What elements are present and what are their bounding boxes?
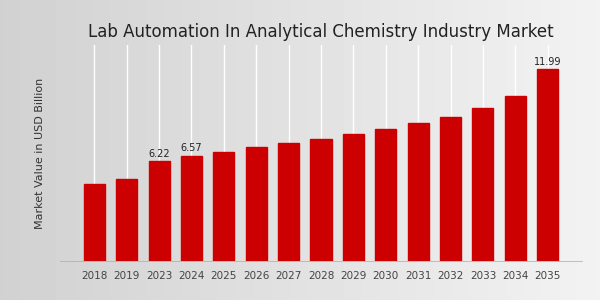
Title: Lab Automation In Analytical Chemistry Industry Market: Lab Automation In Analytical Chemistry I… [88, 23, 554, 41]
Bar [213, 152, 235, 261]
Bar [407, 123, 429, 261]
Bar [116, 179, 137, 261]
Bar [245, 147, 267, 261]
Bar [343, 134, 364, 261]
Bar [149, 161, 170, 261]
Bar [440, 117, 461, 261]
Bar [472, 108, 493, 261]
Bar [375, 129, 397, 261]
Y-axis label: Market Value in USD Billion: Market Value in USD Billion [35, 77, 45, 229]
Bar [310, 139, 332, 261]
Text: 6.57: 6.57 [181, 143, 202, 154]
Text: 11.99: 11.99 [534, 57, 562, 67]
Bar [278, 142, 299, 261]
Text: 6.22: 6.22 [148, 149, 170, 159]
Bar [505, 96, 526, 261]
Bar [84, 184, 105, 261]
Bar [181, 156, 202, 261]
Bar [537, 69, 558, 261]
